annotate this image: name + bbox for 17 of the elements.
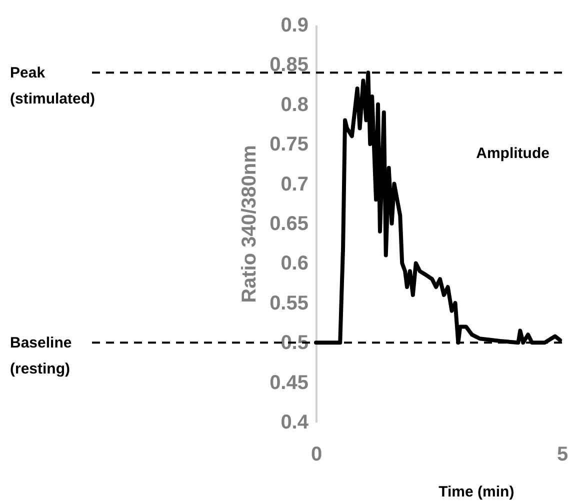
y-tick-label: 0.6 [280,252,308,275]
ref-line-label: Peak (stimulated) [10,64,96,108]
annotation: Amplitude [476,145,550,162]
y-tick-label: 0.75 [270,134,308,156]
y-tick-label: 0.8 [280,94,308,116]
x-tick-label: 0 [310,444,322,466]
y-tick-label: 0.55 [270,292,308,314]
y-tick-label: 0.45 [270,372,308,394]
y-tick-label: 0.9 [280,14,308,36]
y-tick-label: 0.65 [270,213,308,235]
x-tick-label: 5 [556,444,568,466]
y-axis-title: Ratio 340/380nm [238,145,261,303]
x-axis-title: Time (min) [438,484,514,500]
y-tick-label: 0.4 [280,412,310,434]
ref-line-label: Baseline (resting) [10,334,72,378]
y-tick-label: 0.7 [280,173,308,196]
y-tick-label: 0.85 [270,54,308,76]
